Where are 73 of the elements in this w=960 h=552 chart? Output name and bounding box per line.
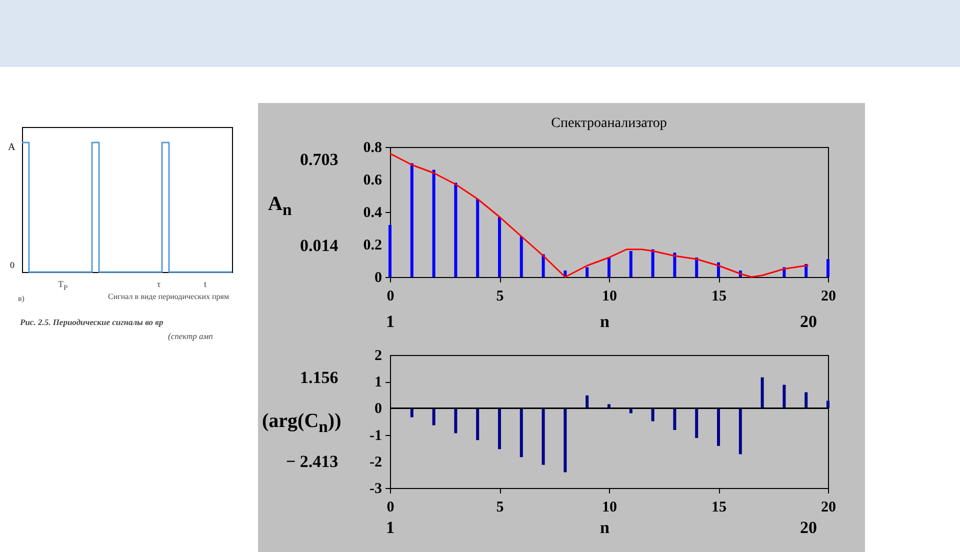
y-tick-label: -1 xyxy=(370,428,382,444)
y-tick-label: 0.8 xyxy=(363,140,382,156)
text: в) xyxy=(18,294,24,303)
text: 0.014 xyxy=(300,236,338,256)
bar xyxy=(410,163,414,277)
bar xyxy=(388,225,392,277)
bar xyxy=(826,400,830,408)
bar xyxy=(695,258,698,277)
x-tick-label: 15 xyxy=(712,288,726,304)
x-tick-label: 10 xyxy=(602,288,617,304)
bar xyxy=(826,259,830,277)
y-axis-title: A$_{n}$ xyxy=(268,193,292,220)
bar xyxy=(454,408,458,434)
x-tick-label: 0 xyxy=(386,288,394,304)
bar xyxy=(476,199,480,277)
x-tick-label: 0 xyxy=(386,500,394,516)
bar xyxy=(717,408,720,446)
y-tick-label: 2 xyxy=(374,348,382,364)
text: t xyxy=(204,279,207,289)
bar xyxy=(520,236,523,277)
y-tick-label: 0 xyxy=(374,270,382,286)
bar xyxy=(651,249,654,277)
bar xyxy=(432,170,436,277)
y-tick-label: 0 xyxy=(374,401,382,418)
bar xyxy=(520,408,523,458)
bar xyxy=(629,251,632,277)
x-tick-label: 20 xyxy=(821,500,836,516)
y-tick-label: 1 xyxy=(374,374,382,391)
bar xyxy=(760,377,764,408)
bar xyxy=(782,384,786,408)
bar xyxy=(542,408,545,465)
x-axis-title: n xyxy=(600,518,610,538)
bar xyxy=(498,216,501,277)
bar xyxy=(586,267,589,277)
text: 0.703 xyxy=(300,150,338,170)
bar xyxy=(498,408,501,450)
text: 20 xyxy=(800,312,817,332)
bar xyxy=(804,392,808,408)
x-tick-label: 15 xyxy=(712,500,726,516)
bar xyxy=(608,258,610,277)
text: 20 xyxy=(800,518,817,538)
bar xyxy=(454,182,458,277)
text: (спектр амп xyxy=(168,331,213,341)
bar xyxy=(695,408,698,438)
text: T$_{P}$ xyxy=(58,279,68,292)
bar xyxy=(564,408,567,472)
y-axis-title: (arg(C$_{n}$)) xyxy=(262,410,342,437)
y-tick-label: -2 xyxy=(370,454,382,470)
text: 1.156 xyxy=(300,368,338,388)
text: A xyxy=(8,142,16,153)
bar xyxy=(476,408,480,440)
y-tick-label: 0.2 xyxy=(363,238,382,254)
bar xyxy=(673,408,676,430)
text: Рис. 2.5. Периодические сигналы во вр xyxy=(20,317,164,327)
text: − 2.413 xyxy=(286,452,338,472)
x-tick-label: 5 xyxy=(496,500,504,516)
x-tick-label: 20 xyxy=(821,288,836,304)
x-tick-label: 10 xyxy=(602,500,617,516)
bar xyxy=(673,252,676,277)
y-tick-label: -3 xyxy=(370,481,382,497)
text: 0 xyxy=(10,260,14,270)
bar xyxy=(432,408,436,426)
bar xyxy=(586,395,589,408)
y-tick-label: 0.6 xyxy=(363,172,382,188)
y-tick-label: 0.4 xyxy=(363,205,382,221)
line-series xyxy=(389,152,810,278)
text: τ xyxy=(157,279,161,289)
x-axis-title: n xyxy=(600,312,610,332)
bar xyxy=(651,408,654,422)
chart-title: Спектроанализатор xyxy=(551,116,667,131)
bar xyxy=(738,408,742,454)
x-tick-label: 5 xyxy=(496,288,504,304)
text: Сигнал в виде периодических прям xyxy=(108,292,229,301)
